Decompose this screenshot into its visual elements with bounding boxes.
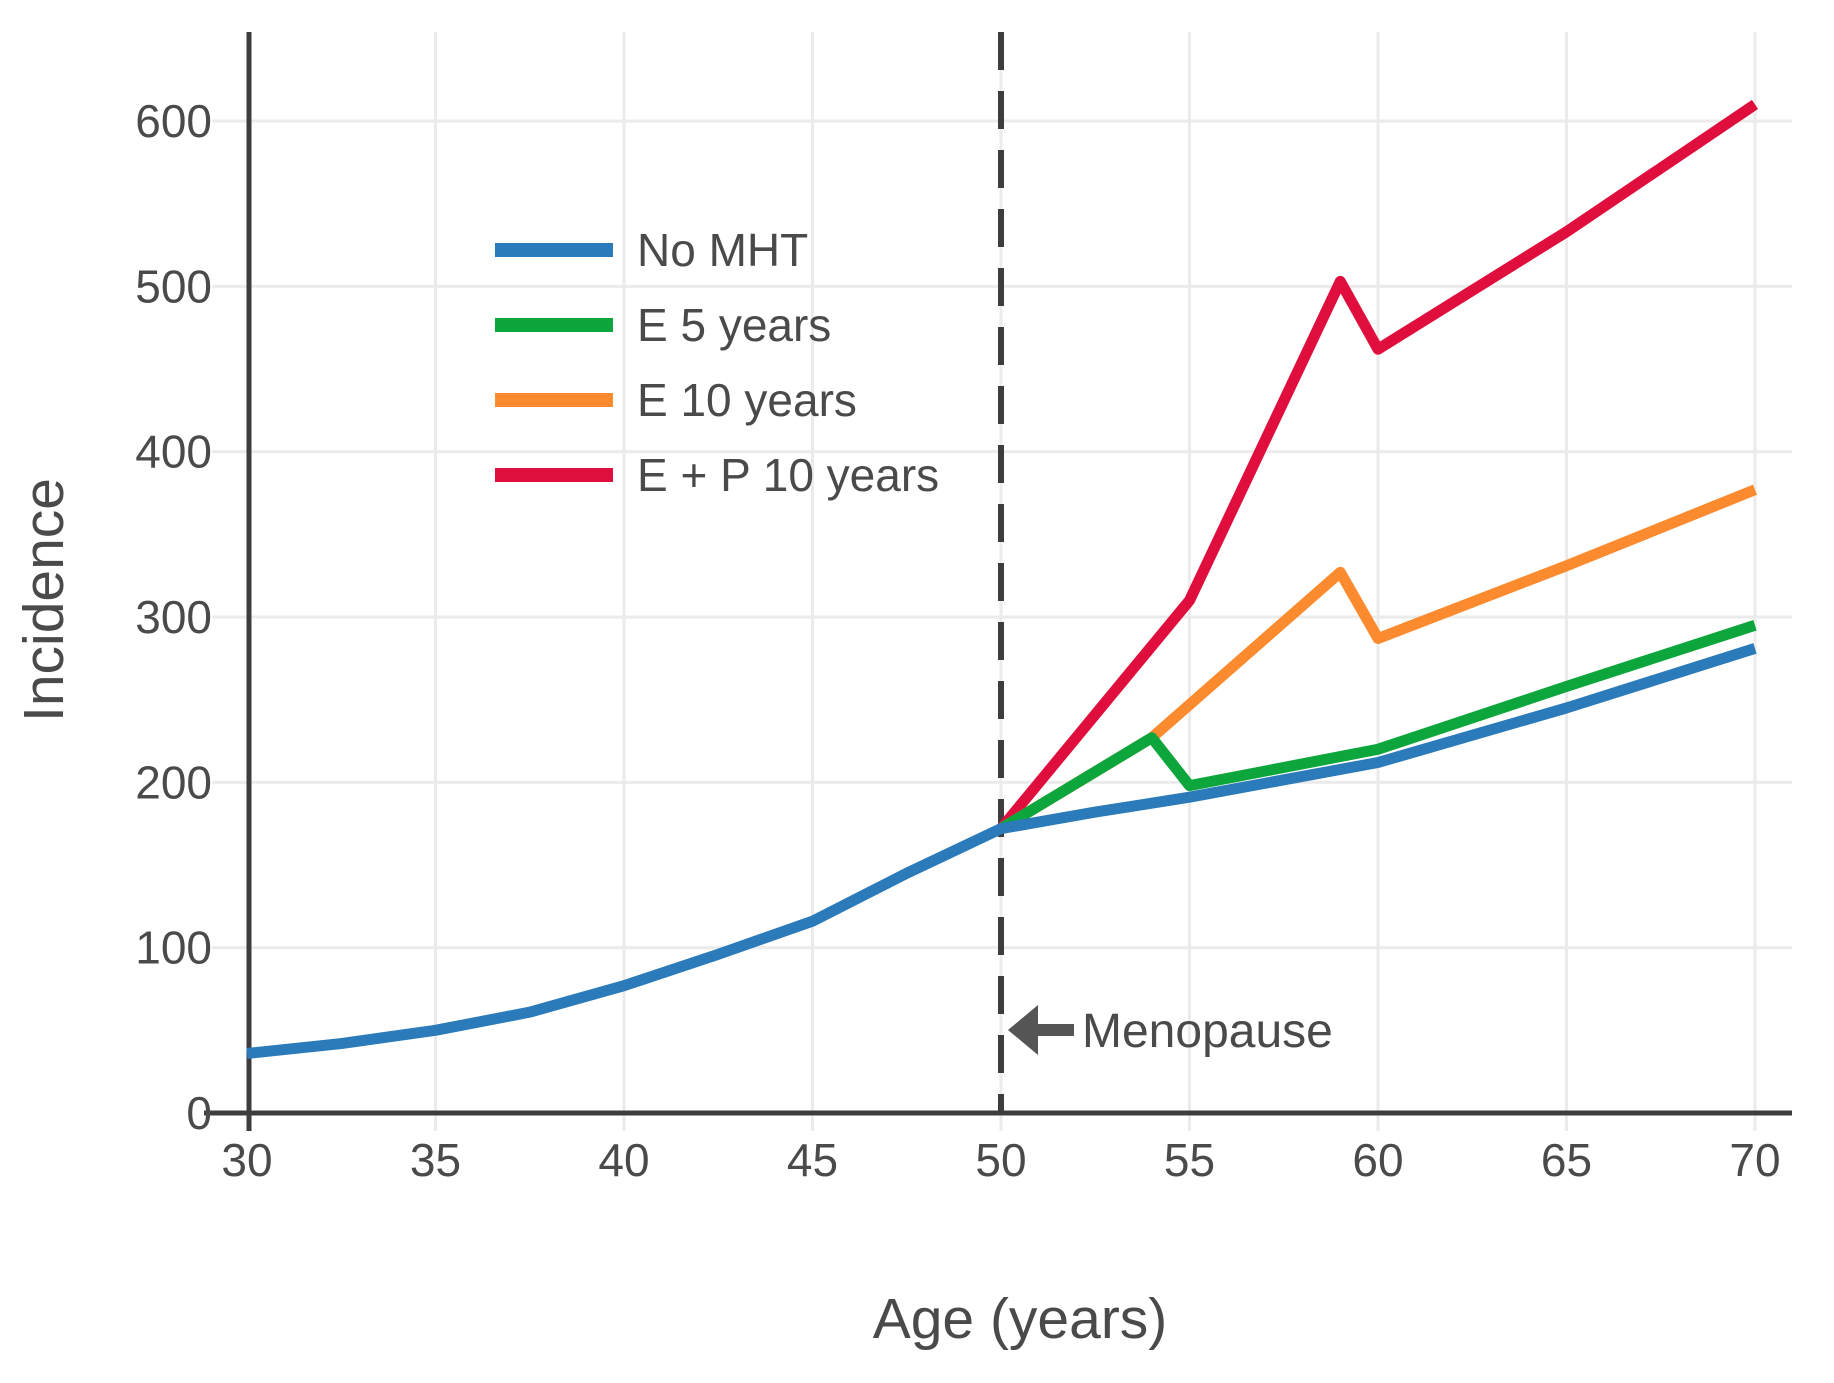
x-tick-labels: 30 35 40 45 50 55 60 65 70 xyxy=(221,1134,1780,1186)
menopause-annotation: Menopause xyxy=(1008,1005,1333,1058)
legend-item-e-10-years: E 10 years xyxy=(495,374,857,426)
x-tick-label-35: 35 xyxy=(410,1134,461,1186)
x-tick-label-45: 45 xyxy=(787,1134,838,1186)
x-axis-title: Age (years) xyxy=(873,1287,1168,1351)
y-tick-label-0: 0 xyxy=(186,1087,212,1139)
y-tick-label-500: 500 xyxy=(135,260,212,312)
x-tick-label-55: 55 xyxy=(1164,1134,1215,1186)
y-tick-label-100: 100 xyxy=(135,922,212,974)
left-arrow-shaft xyxy=(1034,1024,1074,1036)
y-tick-label-400: 400 xyxy=(135,426,212,478)
x-tick-label-30: 30 xyxy=(221,1134,272,1186)
legend-swatch xyxy=(495,318,613,332)
legend-item-no-mht: No MHT xyxy=(495,224,808,276)
series-line-no-mht xyxy=(246,643,1757,1059)
legend-label: E 5 years xyxy=(637,299,831,351)
x-tick-label-40: 40 xyxy=(598,1134,649,1186)
y-tick-labels: 0 100 200 300 400 500 600 xyxy=(135,95,212,1139)
left-arrow-icon xyxy=(1008,1005,1038,1055)
legend-swatch xyxy=(495,243,613,257)
legend-swatch xyxy=(495,393,613,407)
y-tick-label-600: 600 xyxy=(135,95,212,147)
x-tick-label-60: 60 xyxy=(1352,1134,1403,1186)
series-line-e-p-10-years xyxy=(996,99,1759,833)
y-tick-label-200: 200 xyxy=(135,756,212,808)
x-tick-label-70: 70 xyxy=(1729,1134,1780,1186)
legend-item-e-5-years: E 5 years xyxy=(495,299,831,351)
series-line-e-5-years xyxy=(998,620,1757,834)
y-tick-label-300: 300 xyxy=(135,591,212,643)
legend: No MHT E 5 years E 10 years E + P 10 years xyxy=(495,224,939,501)
legend-item-e-p-10-years: E + P 10 years xyxy=(495,449,939,501)
series-lines xyxy=(246,99,1759,1059)
legend-swatch xyxy=(495,468,613,482)
x-tick-label-65: 65 xyxy=(1541,1134,1592,1186)
legend-label: No MHT xyxy=(637,224,808,276)
y-axis-title: Incidence xyxy=(12,478,76,722)
menopause-label: Menopause xyxy=(1082,1005,1333,1058)
x-tick-label-50: 50 xyxy=(975,1134,1026,1186)
legend-label: E 10 years xyxy=(637,374,857,426)
legend-label: E + P 10 years xyxy=(637,449,939,501)
